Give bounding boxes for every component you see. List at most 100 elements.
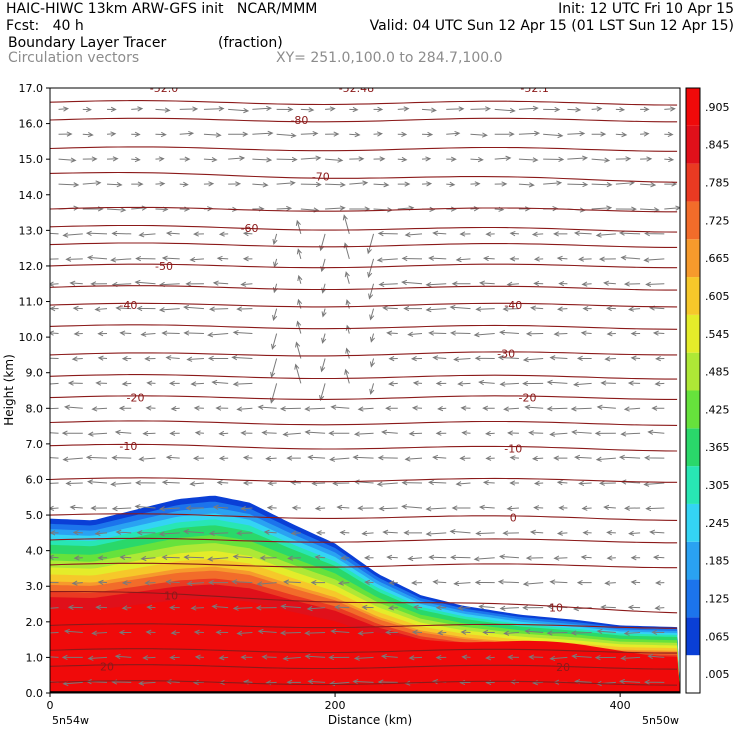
wind-vector [386,554,398,560]
wind-vector [432,579,447,585]
wind-vector [186,356,204,362]
wind-vector [582,530,592,536]
wind-vector [185,281,204,287]
wind-vector [421,107,437,113]
wind-vector [556,255,568,262]
wind-vector [131,181,144,187]
wind-vector [361,604,374,610]
wind-vector [286,455,301,461]
wind-vector [236,406,253,412]
wind-vector [50,305,59,312]
wind-vector [179,181,189,187]
wind-vector [549,655,568,662]
wind-vector [269,383,278,404]
wind-vector [378,281,398,288]
wind-vector [558,505,568,511]
wind-vector [591,157,611,163]
wind-vector [183,304,204,311]
wind-vector [643,679,665,685]
wind-vector [664,131,674,138]
wind-vector [349,132,361,138]
colorbar: .005 .065 .125 .185 .245 .305 .365 .425 .485 .545… [685,87,730,694]
wind-vector [573,230,592,236]
wind-vector [571,653,592,660]
wind-vector [111,230,132,237]
wind-vector [581,505,592,511]
wind-vector [567,130,586,137]
wind-vector [549,355,568,361]
wind-vector [339,530,350,536]
wind-vector [343,242,350,259]
wind-vector [524,628,544,635]
wind-vector [498,554,519,560]
wind-vector [483,255,495,262]
wind-vector [218,455,229,461]
isotherm [50,537,678,544]
wind-vector [190,605,204,611]
wind-vector [135,480,156,486]
wind-vector [263,529,277,535]
wind-vector [179,106,199,112]
wind-vector [499,605,519,611]
wind-vector [121,580,132,586]
wind-vector [596,628,616,635]
wind-vector [321,333,327,344]
colorbar-label: .125 [705,592,730,605]
wind-vector [208,306,229,312]
wind-vector [531,231,544,237]
colorbar-swatch [686,277,700,315]
wind-vector [325,106,336,112]
wind-vector [473,332,495,338]
wind-vector [282,431,301,437]
wind-vector [135,255,156,262]
wind-vector [627,604,641,611]
wind-vector [231,579,253,585]
wind-vector [533,256,544,262]
wind-vector [628,530,641,536]
wind-vector [291,505,301,511]
wind-vector [377,455,398,461]
y-tick-label: 8.0 [26,402,44,415]
wind-vector [138,680,156,686]
wind-vector [428,255,447,261]
wind-vector [189,256,204,263]
isotherm-label: -20 [519,392,537,405]
wind-vector [630,355,641,361]
wind-vector [161,479,180,486]
wind-vector [615,106,626,113]
wind-vector [349,180,369,186]
x-axis-label: Distance (km) [328,713,412,727]
wind-vector [145,629,156,635]
wind-vector [533,505,544,511]
wind-vector [67,604,83,610]
wind-vector [432,454,447,461]
wind-vector [50,656,59,658]
y-tick-label: 11.0 [19,296,44,309]
isotherm-label: -60 [241,222,259,235]
wind-vector [368,283,375,300]
wind-vector [647,653,665,660]
wind-vector [459,231,471,237]
wind-vector [369,383,375,395]
wind-vector [265,455,277,462]
wind-vector [357,630,374,636]
wind-vector [546,630,568,636]
wind-vector [121,381,132,387]
colorbar-label: .005 [705,668,730,681]
wind-vector [373,182,390,188]
wind-vector [407,331,423,337]
right-endpoint-label: 5n50w [642,714,679,727]
wind-vector [304,653,326,660]
wind-vector [664,106,676,112]
wind-vector [50,432,59,434]
wind-vector [203,181,215,187]
wind-vector [190,381,204,387]
wind-vector [270,358,278,378]
wind-vector [272,233,278,246]
wind-vector [401,255,423,262]
wind-vector [382,529,398,535]
wind-vector [437,405,447,412]
wind-vector [506,505,519,512]
wind-vector [606,530,616,536]
wind-vector [437,630,447,636]
